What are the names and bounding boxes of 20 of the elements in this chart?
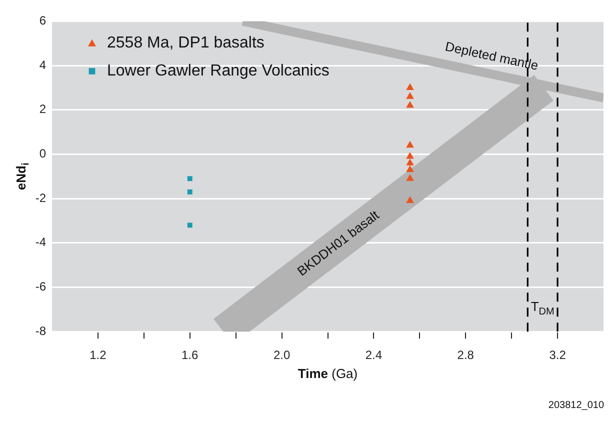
y-tick-label: 4 (39, 58, 46, 72)
x-tick-label: 1.6 (182, 348, 199, 362)
y-axis-title: eNdi (14, 162, 32, 190)
text: Depleted mantle (444, 38, 540, 74)
y-tick-label: -4 (35, 235, 46, 250)
x-tick-label: 2.0 (273, 348, 290, 362)
legend-label: Lower Gawler Range Volcanics (107, 62, 330, 80)
x-tick-label: 2.8 (457, 348, 474, 362)
y-tick-label: -8 (35, 324, 46, 338)
x-axis-title: Time (Ga) (298, 366, 358, 382)
x-tick-label: 2.4 (365, 348, 382, 362)
y-tick-label: -6 (35, 280, 46, 294)
x-tick-label: 1.2 (90, 348, 107, 362)
text: 203812_010 (548, 400, 604, 411)
y-tick-label: 0 (39, 146, 46, 161)
y-tick-label: 6 (39, 14, 46, 28)
y-tick-label: 2 (39, 102, 46, 116)
legend-label: 2558 Ma, DP1 basalts (107, 34, 264, 52)
y-tick-label: -2 (35, 190, 46, 205)
x-tick-label: 3.2 (549, 348, 566, 362)
